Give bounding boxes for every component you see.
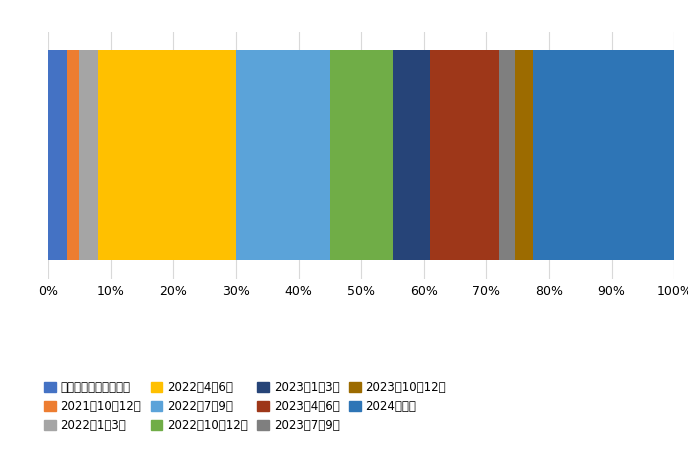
Bar — [430, 50, 499, 261]
Bar — [330, 50, 393, 261]
Bar — [533, 50, 674, 261]
Bar — [236, 50, 330, 261]
Bar — [67, 50, 80, 261]
Bar — [499, 50, 515, 261]
Bar — [515, 50, 533, 261]
Bar — [48, 50, 67, 261]
Legend: すでに終息したと思う, 2021年10～12月, 2022年1～3月, 2022年4～6月, 2022年7～9月, 2022年10～12月, 2023年1～3月: すでに終息したと思う, 2021年10～12月, 2022年1～3月, 2022… — [41, 379, 449, 435]
Bar — [79, 50, 98, 261]
Bar — [98, 50, 236, 261]
Bar — [393, 50, 430, 261]
